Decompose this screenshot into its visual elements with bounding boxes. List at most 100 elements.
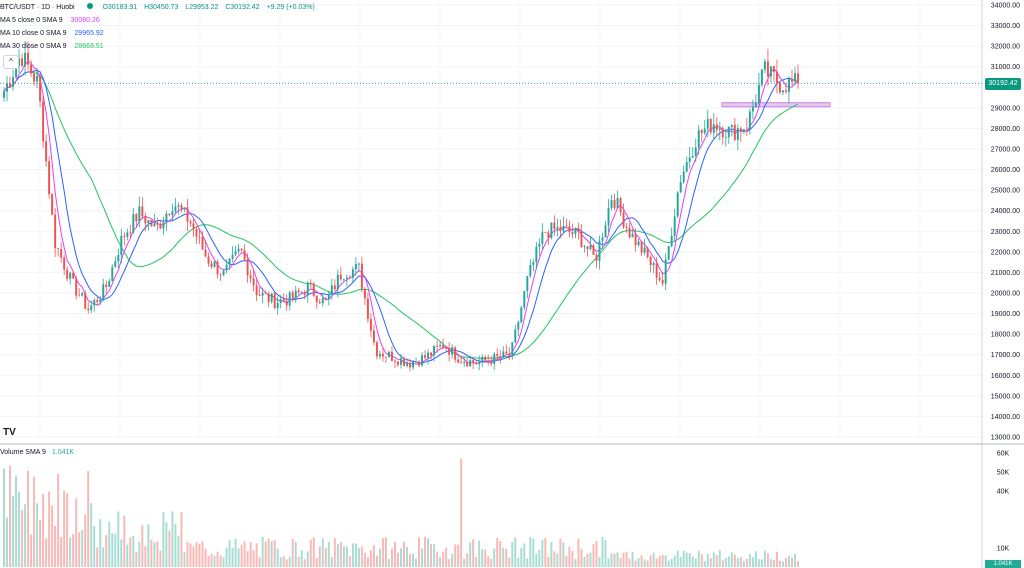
candle-body: [676, 192, 679, 217]
candle-body: [769, 66, 772, 77]
candle-body: [469, 360, 472, 367]
volume-bar: [781, 561, 784, 567]
candle-body: [403, 358, 405, 366]
candle-body: [691, 155, 694, 158]
candle-body: [583, 246, 586, 248]
volume-bar: [748, 554, 751, 567]
candle-body: [523, 290, 526, 308]
price-tick-label: 19000.00: [991, 311, 1020, 318]
volume-bar: [742, 560, 745, 567]
ma5-path: [3, 61, 799, 365]
volume-bar: [327, 541, 330, 567]
price-tick-label: 22000.00: [991, 249, 1020, 256]
ma10-label: MA 10 close 0 SMA 9: [0, 30, 67, 37]
volume-bar: [661, 554, 664, 567]
volume-bar: [493, 548, 496, 567]
candle-body: [451, 347, 454, 355]
candle-body: [580, 231, 583, 248]
volume-bar: [721, 560, 724, 567]
ma10-legend[interactable]: MA 10 close 0 SMA 9 29965.92: [0, 30, 104, 37]
volume-bar: [33, 476, 36, 567]
volume-bar: [433, 543, 436, 567]
candle-body: [667, 246, 670, 260]
volume-bar: [697, 550, 700, 567]
candle-body: [210, 263, 213, 267]
volume-bar: [505, 548, 508, 567]
candle-body: [213, 261, 216, 267]
candle-body: [772, 66, 775, 72]
volume-bar: [6, 517, 8, 567]
volume-bar: [571, 551, 574, 567]
candle-body: [733, 124, 736, 140]
candle-body: [219, 274, 222, 275]
volume-bar: [27, 470, 30, 567]
candle-body: [679, 182, 682, 193]
price-tick-label: 32000.00: [991, 44, 1020, 51]
collapse-legend-button[interactable]: ^: [3, 55, 19, 69]
volume-legend[interactable]: Volume SMA 9 1.041K: [0, 449, 74, 456]
volume-bar: [526, 558, 529, 567]
candle-body: [538, 243, 541, 247]
volume-bar: [159, 550, 162, 567]
volume-bar: [643, 559, 646, 567]
volume-bar: [66, 493, 69, 567]
candle-body: [345, 277, 348, 279]
candle-body: [643, 247, 646, 253]
candle-body: [126, 232, 129, 237]
candle-body: [348, 277, 351, 279]
volume-bar: [387, 559, 390, 567]
volume-badge: 1.041K: [985, 560, 1021, 568]
volume-bar: [279, 557, 282, 567]
volume-bar: [694, 558, 697, 567]
volume-bar: [171, 511, 174, 567]
candle-body: [490, 361, 493, 365]
candle-body: [330, 285, 333, 294]
ma10-path: [3, 69, 799, 364]
candle-body: [622, 212, 625, 228]
ma5-legend[interactable]: MA 5 close 0 SMA 9 30080.26: [0, 17, 100, 24]
candle-body: [111, 267, 114, 282]
candle-body: [288, 292, 291, 306]
candle-body: [559, 227, 562, 232]
volume-bar: [484, 549, 487, 567]
price-tick-label: 15000.00: [991, 393, 1020, 400]
volume-bar: [658, 555, 661, 567]
candle-body: [81, 293, 84, 296]
candle-body: [535, 246, 538, 263]
volume-bar: [105, 535, 108, 567]
volume-bar: [667, 560, 670, 567]
ma30-legend[interactable]: MA 30 close 0 SMA 9 28668.51: [0, 43, 104, 50]
volume-bar: [99, 519, 102, 567]
volume-tick-label: 10K: [997, 546, 1010, 553]
candle-body: [550, 222, 553, 238]
volume-label: Volume SMA 9: [0, 449, 46, 456]
ma30-label: MA 30 close 0 SMA 9: [0, 43, 67, 50]
candle-body: [553, 222, 556, 230]
volume-bar: [12, 496, 15, 567]
volume-bar: [640, 555, 643, 567]
candle-body: [646, 247, 649, 258]
volume-bar: [400, 548, 402, 567]
candle-body: [682, 171, 685, 183]
volume-bar: [39, 520, 42, 567]
volume-bar: [210, 553, 213, 567]
candle-body: [694, 147, 697, 156]
volume-bar: [454, 544, 457, 567]
volume-bar: [739, 556, 742, 567]
candle-body: [120, 235, 123, 256]
candle-body: [712, 124, 715, 133]
volume-bar: [745, 558, 748, 567]
symbol-title[interactable]: BTC/USDT · 1D · Huobi: [0, 4, 75, 11]
price-tick-label: 34000.00: [991, 3, 1020, 10]
volume-bar: [381, 538, 384, 567]
volume-bar: [586, 553, 589, 567]
volume-bar: [577, 538, 580, 567]
ma30-line: [3, 71, 799, 359]
candle-body: [105, 284, 108, 287]
volume-bar: [797, 561, 799, 567]
candle-body: [439, 344, 442, 347]
volume-bar: [285, 559, 288, 567]
volume-bar: [264, 541, 267, 567]
candle-body: [360, 263, 363, 289]
